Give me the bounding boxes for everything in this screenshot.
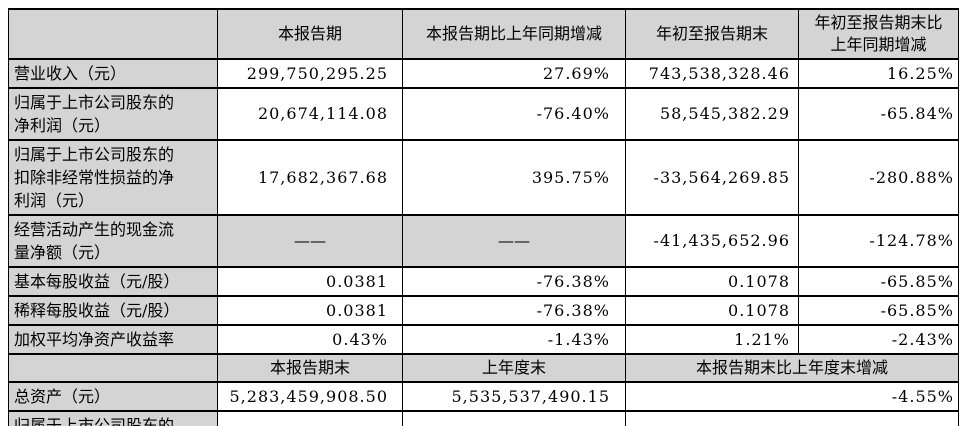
value-change: -4.55% [625,381,959,412]
value-prev-year-end: 5,535,537,490.15 [402,381,626,412]
value-change: 2.53% [625,410,959,426]
row-operating-revenue: 营业收入（元） 299,750,295.25 27.69% 743,538,32… [8,58,959,89]
header-period-end-change: 本报告期末比上年度末增减 [625,353,959,383]
value-ytd: 0.1078 [625,266,799,297]
metric-label: 归属于上市公司股东的 净利润（元） [8,87,218,141]
row-operating-cash-flow: 经营活动产生的现金流 量净额（元） —— —— -41,435,652.96 -… [8,214,959,268]
header-metric-blank-2 [8,353,218,383]
metric-label: 归属于上市公司股东的 扣除非经常性损益的净 利润（元） [8,139,218,216]
value-ytd: 743,538,328.46 [625,58,799,89]
value-ytd: -41,435,652.96 [625,214,799,268]
value-ytd-yoy: -280.88% [798,139,959,216]
value-ytd: 0.1078 [625,295,799,326]
value-current: 0.43% [217,324,403,355]
value-current: 0.0381 [217,266,403,297]
value-prev-year-end: 4,783,344,777.09 [402,410,626,426]
header-ytd: 年初至报告期末 [625,8,799,60]
value-ytd-yoy: -65.85% [798,295,959,326]
metric-label: 归属于上市公司股东的 所有者权益（元） [8,410,218,426]
value-ytd-yoy: -124.78% [798,214,959,268]
header-row-2: 本报告期末 上年度末 本报告期末比上年度末增减 [8,353,959,383]
value-ytd: 58,545,382.29 [625,87,799,141]
header-metric-blank [8,8,218,60]
value-current-yoy: -76.40% [402,87,626,141]
value-ytd: 1.21% [625,324,799,355]
value-current: 20,674,114.08 [217,87,403,141]
header-row-1: 本报告期 本报告期比上年同期增减 年初至报告期末 年初至报告期末比 上年同期增减 [8,8,959,60]
value-current-yoy: -76.38% [402,295,626,326]
header-prev-year-end: 上年度末 [402,353,626,383]
row-diluted-eps: 稀释每股收益（元/股） 0.0381 -76.38% 0.1078 -65.85… [8,295,959,326]
row-net-profit: 归属于上市公司股东的 净利润（元） 20,674,114.08 -76.40% … [8,87,959,141]
value-current-yoy: -1.43% [402,324,626,355]
value-current: 0.0381 [217,295,403,326]
value-ytd-yoy: -65.85% [798,266,959,297]
value-ytd: -33,564,269.85 [625,139,799,216]
value-ytd-yoy: -2.43% [798,324,959,355]
metric-label: 经营活动产生的现金流 量净额（元） [8,214,218,268]
row-owners-equity: 归属于上市公司股东的 所有者权益（元） 4,904,465,990.07 4,7… [8,410,959,426]
row-total-assets: 总资产（元） 5,283,459,908.50 5,535,537,490.15… [8,381,959,412]
value-ytd-yoy: 16.25% [798,58,959,89]
metric-label: 营业收入（元） [8,58,218,89]
value-ytd-yoy: -65.84% [798,87,959,141]
metric-label: 稀释每股收益（元/股） [8,295,218,326]
header-current-period: 本报告期 [217,8,403,60]
metric-label: 总资产（元） [8,381,218,412]
value-current-dash: —— [217,214,403,268]
value-current: 299,750,295.25 [217,58,403,89]
row-weighted-average-roe: 加权平均净资产收益率 0.43% -1.43% 1.21% -2.43% [8,324,959,355]
financial-summary-table: 本报告期 本报告期比上年同期增减 年初至报告期末 年初至报告期末比 上年同期增减… [8,8,959,426]
header-period-end: 本报告期末 [217,353,403,383]
metric-label: 基本每股收益（元/股） [8,266,218,297]
row-basic-eps: 基本每股收益（元/股） 0.0381 -76.38% 0.1078 -65.85… [8,266,959,297]
value-current-yoy-dash: —— [402,214,626,268]
value-current: 17,682,367.68 [217,139,403,216]
header-ytd-yoy: 年初至报告期末比 上年同期增减 [798,8,959,60]
value-current-yoy: 27.69% [402,58,626,89]
value-current-yoy: 395.75% [402,139,626,216]
metric-label: 加权平均净资产收益率 [8,324,218,355]
value-period-end: 5,283,459,908.50 [217,381,403,412]
header-current-period-yoy: 本报告期比上年同期增减 [402,8,626,60]
row-net-profit-after-deduction: 归属于上市公司股东的 扣除非经常性损益的净 利润（元） 17,682,367.6… [8,139,959,216]
value-current-yoy: -76.38% [402,266,626,297]
value-period-end: 4,904,465,990.07 [217,410,403,426]
